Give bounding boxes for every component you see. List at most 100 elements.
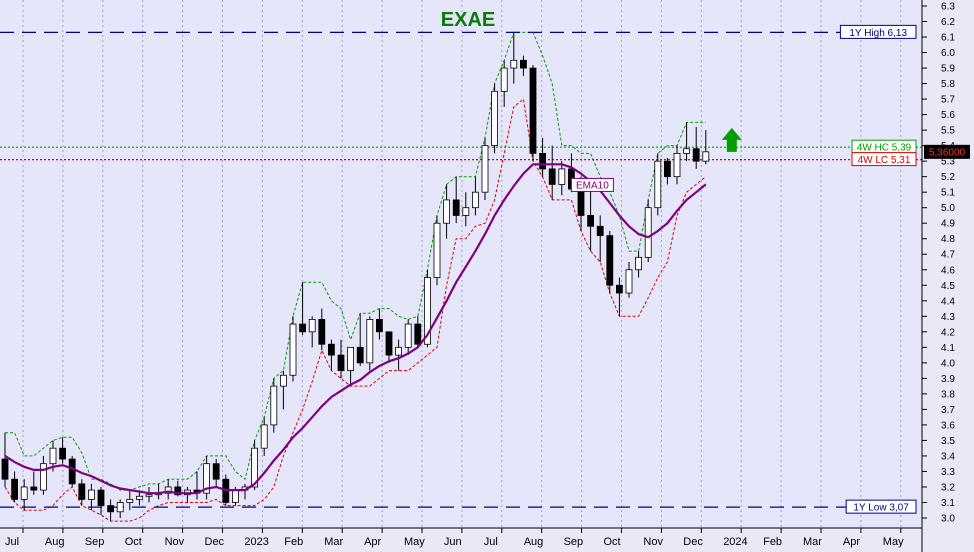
last-price-tag bbox=[924, 144, 970, 159]
candle-body bbox=[385, 331, 393, 356]
candle-body bbox=[635, 256, 642, 271]
candle-body bbox=[40, 463, 47, 491]
reference-tag bbox=[845, 499, 917, 514]
candle-body bbox=[308, 319, 316, 333]
y-tick-label: 4.2 bbox=[941, 327, 955, 338]
candle-body bbox=[443, 199, 451, 224]
candle-body bbox=[644, 207, 652, 258]
candle-body bbox=[548, 168, 556, 185]
candle-body bbox=[1, 458, 9, 480]
y-axis: 3.0 3.1 3.2 3.3 3.4 3.5 3.6 3.7 3.8 3.9 4.0 4.1 4.2 4… bbox=[921, 0, 955, 552]
candle-body bbox=[337, 354, 345, 372]
x-tick-label: Nov bbox=[643, 536, 663, 548]
y-tick-label: 4.1 bbox=[941, 343, 955, 354]
y-tick-label: 3.3 bbox=[941, 467, 955, 478]
candle-body bbox=[539, 152, 546, 170]
x-tick-label: 2024 bbox=[723, 536, 747, 548]
ema-tag bbox=[570, 177, 614, 192]
candle-body bbox=[289, 323, 297, 376]
y-tick-label: 5.9 bbox=[941, 64, 955, 75]
y-tick-label: 5.8 bbox=[941, 79, 955, 90]
y-tick-label: 5.1 bbox=[941, 188, 955, 199]
x-tick-label: May bbox=[404, 536, 425, 548]
candle-body bbox=[471, 191, 479, 209]
bands bbox=[4, 31, 707, 522]
y-tick-label: 3.6 bbox=[941, 420, 955, 431]
y-tick-label: 3.4 bbox=[941, 451, 955, 462]
up-arrow-icon bbox=[721, 127, 742, 152]
y-tick-label: 4.0 bbox=[941, 358, 955, 369]
candle-body bbox=[30, 486, 38, 491]
y-tick-label: 4.3 bbox=[941, 312, 955, 323]
candle-body bbox=[11, 478, 19, 500]
candle-body bbox=[616, 284, 623, 294]
candle-body bbox=[683, 148, 690, 154]
reference-tag-label: 1Y Low 3,07 bbox=[853, 503, 909, 514]
candle-body bbox=[692, 148, 700, 162]
candle-body bbox=[404, 323, 412, 348]
candle-body bbox=[212, 463, 220, 480]
y-tick-label: 4.4 bbox=[941, 296, 955, 307]
x-tick-label: Sep bbox=[564, 536, 584, 548]
candle-body bbox=[673, 152, 681, 178]
candle-body bbox=[135, 495, 143, 500]
lower-band-line bbox=[4, 98, 707, 522]
reference-tag-label: 1Y High 6,13 bbox=[849, 28, 907, 39]
candle-body bbox=[279, 374, 287, 387]
y-tick-label: 5.5 bbox=[941, 126, 955, 137]
y-tick-label: 3.7 bbox=[941, 405, 955, 416]
y-tick-label: 4.9 bbox=[941, 219, 955, 230]
x-tick-label: Mar bbox=[324, 536, 343, 548]
candle-body bbox=[174, 486, 182, 496]
candle-body bbox=[251, 447, 259, 488]
y-tick-label: 5.2 bbox=[941, 172, 955, 183]
x-tick-label: Apr bbox=[364, 536, 381, 548]
x-tick-label: Feb bbox=[284, 536, 303, 548]
y-tick-label: 6.0 bbox=[941, 48, 955, 59]
ema-tag-label: EMA10 bbox=[576, 180, 609, 191]
candle-body bbox=[88, 489, 95, 500]
x-tick-label: Aug bbox=[45, 536, 65, 548]
candle-body bbox=[260, 424, 268, 449]
candle-body bbox=[126, 498, 134, 503]
x-tick-label: Oct bbox=[604, 536, 621, 548]
x-tick-label: Jul bbox=[5, 536, 19, 548]
candle-body bbox=[702, 151, 710, 162]
candle-body bbox=[395, 346, 403, 356]
candle-body bbox=[625, 269, 633, 294]
y-tick-label: 6.2 bbox=[941, 17, 955, 28]
candles bbox=[1, 32, 710, 522]
candle-body bbox=[462, 207, 470, 216]
candle-body bbox=[500, 67, 508, 92]
y-tick-label: 4.5 bbox=[941, 281, 955, 292]
x-tick-label: Apr bbox=[843, 536, 860, 548]
y-tick-label: 5.3 bbox=[941, 157, 955, 168]
y-tick-label: 6.3 bbox=[941, 2, 955, 13]
candle-body bbox=[558, 168, 566, 185]
candle-body bbox=[203, 463, 211, 494]
x-tick-label: Feb bbox=[763, 536, 782, 548]
y-tick-label: 3.9 bbox=[941, 374, 955, 385]
reference-tag bbox=[851, 152, 917, 167]
x-tick-label: Dec bbox=[205, 536, 225, 548]
candle-body bbox=[327, 343, 335, 356]
candle-body bbox=[510, 59, 518, 69]
candle-body bbox=[299, 323, 307, 333]
grid bbox=[22, 0, 902, 528]
x-axis: Jul Aug Sep Oct Nov Dec 2023 Feb Mar Apr May Jun Jul… bbox=[0, 527, 922, 548]
candle-body bbox=[606, 235, 614, 286]
candle-body bbox=[347, 346, 355, 372]
candle-body bbox=[375, 319, 383, 333]
candle-body bbox=[116, 502, 124, 513]
candle-body bbox=[145, 494, 153, 497]
candle-body bbox=[20, 486, 28, 500]
y-tick-label: 3.5 bbox=[941, 436, 955, 447]
y-tick-label: 4.6 bbox=[941, 265, 955, 276]
x-tick-label: Dec bbox=[683, 536, 703, 548]
y-tick-label: 5.7 bbox=[941, 95, 955, 106]
candle-body bbox=[587, 215, 594, 227]
x-tick-label: Jun bbox=[444, 536, 462, 548]
